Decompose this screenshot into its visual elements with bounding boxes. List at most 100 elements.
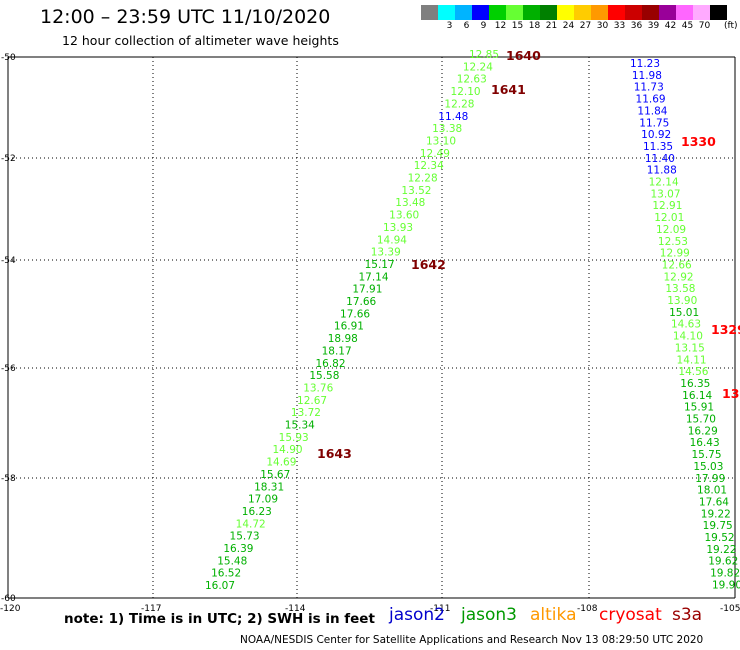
wave-height-value: 14.11 xyxy=(677,354,707,366)
latitude-label: -52 xyxy=(1,154,16,164)
legend-swatch xyxy=(676,5,693,20)
wave-height-value: 11.48 xyxy=(438,111,468,123)
wave-height-value: 19.22 xyxy=(706,544,736,556)
wave-height-value: 15.17 xyxy=(365,259,395,271)
legend-label: 3 xyxy=(446,21,453,31)
wave-height-value: 19.75 xyxy=(703,520,733,532)
longitude-label: -114 xyxy=(285,604,306,614)
wave-height-value: 18.31 xyxy=(254,481,284,493)
wave-height-value: 15.03 xyxy=(693,461,723,473)
latitude-label: -56 xyxy=(1,364,16,374)
wave-height-value: 14.56 xyxy=(678,366,708,378)
legend-swatch xyxy=(421,5,438,20)
wave-height-value: 14.94 xyxy=(377,234,407,246)
wave-height-value: 19.90 xyxy=(712,579,740,591)
wave-height-value: 12.99 xyxy=(660,248,690,260)
wave-height-value: 19.82 xyxy=(710,568,740,580)
legend-unit: (ft) xyxy=(724,21,738,31)
wave-height-value: 14.10 xyxy=(673,331,703,343)
latitude-label: -54 xyxy=(1,256,16,266)
wave-height-value: 12.92 xyxy=(664,271,694,283)
legend-label: 9 xyxy=(480,21,487,31)
legend-label: 39 xyxy=(647,21,660,31)
wave-height-value: 15.75 xyxy=(691,449,721,461)
wave-height-value: 12.28 xyxy=(444,98,474,110)
legend-swatch xyxy=(642,5,659,20)
track-west: 12.8512.2412.6312.1012.2811.4813.3813.10… xyxy=(205,48,541,592)
wave-height-value: 12.67 xyxy=(297,395,327,407)
wave-height-value: 13.93 xyxy=(383,222,413,234)
latitude-label: -50 xyxy=(1,53,16,63)
wave-height-value: 16.35 xyxy=(680,378,710,390)
legend-label: 42 xyxy=(664,21,677,31)
wave-height-value: 17.99 xyxy=(695,473,725,485)
legend-swatch xyxy=(506,5,523,20)
wave-height-value: 12.28 xyxy=(408,173,438,185)
wave-height-value: 12.53 xyxy=(658,236,688,248)
map-title: 12:00 – 23:59 UTC 11/10/2020 xyxy=(40,6,331,28)
wave-height-value: 12.63 xyxy=(457,74,487,86)
wave-height-value: 11.98 xyxy=(632,70,662,82)
legend-label: 12 xyxy=(494,21,507,31)
legend-swatch xyxy=(472,5,489,20)
axis-labels: -120 -117 -114 -111 -108 -105 -50 -52 -54 -56 -58 -… xyxy=(0,53,740,614)
wave-height-value: 16.91 xyxy=(334,321,364,333)
legend-label: 30 xyxy=(596,21,609,31)
legend-label: 36 xyxy=(630,21,643,31)
wave-height-value: 13.52 xyxy=(401,185,431,197)
wave-height-value: 12.91 xyxy=(652,200,682,212)
wave-height-value: 15.01 xyxy=(669,307,699,319)
wave-height-value: 15.70 xyxy=(686,414,716,426)
wave-height-value: 16.07 xyxy=(205,580,235,592)
wave-height-value: 13.10 xyxy=(426,135,456,147)
wave-height-value: 10.92 xyxy=(641,129,671,141)
wave-height-value: 15.58 xyxy=(309,370,339,382)
wave-height-value: 11.35 xyxy=(643,141,673,153)
wave-height-value: 12.10 xyxy=(451,86,481,98)
wave-height-value: 13.90 xyxy=(667,295,697,307)
legend-label: 24 xyxy=(562,21,575,31)
wave-height-value: 11.73 xyxy=(634,82,664,94)
wave-height-value: 12.24 xyxy=(463,61,493,73)
pass-time-label: 1642 xyxy=(411,257,446,272)
wave-height-value: 15.67 xyxy=(260,469,290,481)
legend-swatch xyxy=(455,5,472,20)
legend-label: 33 xyxy=(613,21,626,31)
wave-height-value: 15.48 xyxy=(217,555,247,567)
satellite-altika: altika xyxy=(530,605,577,625)
longitude-label: -111 xyxy=(430,604,450,614)
legend-label: 21 xyxy=(545,21,558,31)
wave-height-value: 13.58 xyxy=(665,283,695,295)
satellite-jason2: jason2 xyxy=(389,605,445,625)
wave-height-value: 12.01 xyxy=(654,212,684,224)
wave-height-value: 13.15 xyxy=(675,342,705,354)
wave-height-value: 12.66 xyxy=(662,259,692,271)
credit-line: NOAA/NESDIS Center for Satellite Applica… xyxy=(240,634,704,646)
wave-height-value: 19.52 xyxy=(705,532,735,544)
legend-swatch xyxy=(625,5,642,20)
pass-time-label: 1329 xyxy=(711,322,740,337)
wave-height-value: 17.91 xyxy=(352,284,382,296)
wave-height-value: 11.40 xyxy=(645,153,675,165)
wave-height-value: 17.14 xyxy=(358,271,388,283)
wave-height-value: 12.14 xyxy=(649,177,679,189)
latitude-label: -58 xyxy=(1,474,16,484)
wave-height-value: 13.38 xyxy=(432,123,462,135)
wave-height-value: 16.52 xyxy=(211,568,241,580)
wave-height-value: 13.48 xyxy=(395,197,425,209)
wave-height-value: 14.90 xyxy=(273,444,303,456)
wave-height-value: 11.88 xyxy=(647,165,677,177)
legend-label: 6 xyxy=(463,21,470,31)
wave-height-value: 14.63 xyxy=(671,319,701,331)
wave-height-value: 18.17 xyxy=(322,345,352,357)
wave-height-value: 17.09 xyxy=(248,494,278,506)
legend-label: 15 xyxy=(511,21,524,31)
wave-height-value: 16.23 xyxy=(242,506,272,518)
longitude-label: -108 xyxy=(577,604,598,614)
map-subtitle: 12 hour collection of altimeter wave hei… xyxy=(62,33,339,48)
legend-swatch xyxy=(608,5,625,20)
legend-label: 45 xyxy=(681,21,694,31)
legend-label: 70 xyxy=(698,21,711,31)
wave-height-value: 15.93 xyxy=(279,432,309,444)
wave-height-value: 16.29 xyxy=(688,425,718,437)
